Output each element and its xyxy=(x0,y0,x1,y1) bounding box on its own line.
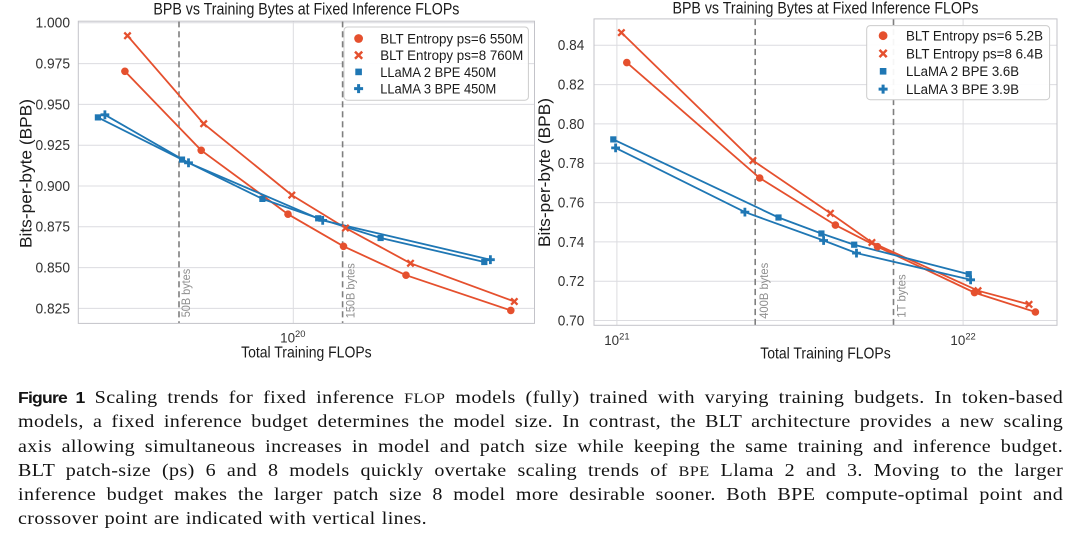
svg-text:0.78: 0.78 xyxy=(558,156,585,172)
svg-text:0.950: 0.950 xyxy=(36,97,71,113)
svg-text:0.72: 0.72 xyxy=(558,274,585,290)
svg-text:1021: 1021 xyxy=(604,330,629,348)
svg-text:0.850: 0.850 xyxy=(36,261,71,277)
svg-text:BLT Entropy ps=8 760M: BLT Entropy ps=8 760M xyxy=(380,48,523,64)
svg-text:LLaMA 2 BPE 450M: LLaMA 2 BPE 450M xyxy=(380,65,496,81)
svg-text:0.900: 0.900 xyxy=(36,179,71,195)
svg-text:BLT Entropy ps=8 6.4B: BLT Entropy ps=8 6.4B xyxy=(906,46,1043,62)
svg-text:Bits-per-byte (BPB): Bits-per-byte (BPB) xyxy=(536,98,554,247)
svg-text:Total Training FLOPs: Total Training FLOPs xyxy=(760,345,891,362)
svg-text:LLaMA 3 BPE 450M: LLaMA 3 BPE 450M xyxy=(380,82,496,98)
svg-text:BPB vs Training Bytes at Fixed: BPB vs Training Bytes at Fixed Inference… xyxy=(673,0,979,17)
svg-text:BLT Entropy ps=6 550M: BLT Entropy ps=6 550M xyxy=(380,31,523,47)
svg-text:LLaMA 3 BPE 3.9B: LLaMA 3 BPE 3.9B xyxy=(906,82,1019,98)
svg-text:50B bytes: 50B bytes xyxy=(179,269,193,318)
svg-text:0.975: 0.975 xyxy=(36,57,71,73)
svg-text:Bits-per-byte (BPB): Bits-per-byte (BPB) xyxy=(17,99,35,248)
svg-text:0.84: 0.84 xyxy=(558,38,585,54)
svg-text:0.80: 0.80 xyxy=(558,117,585,133)
svg-text:LLaMA 2 BPE 3.6B: LLaMA 2 BPE 3.6B xyxy=(906,64,1019,80)
svg-text:BPB vs Training Bytes at Fixed: BPB vs Training Bytes at Fixed Inference… xyxy=(153,0,459,18)
svg-text:BLT Entropy ps=6 5.2B: BLT Entropy ps=6 5.2B xyxy=(906,29,1043,45)
svg-text:150B bytes: 150B bytes xyxy=(343,263,357,318)
svg-text:0.82: 0.82 xyxy=(558,78,585,94)
svg-text:0.70: 0.70 xyxy=(558,313,585,329)
svg-text:400B bytes: 400B bytes xyxy=(757,263,771,319)
svg-text:0.76: 0.76 xyxy=(558,196,585,212)
svg-text:0.74: 0.74 xyxy=(558,235,585,251)
svg-text:0.925: 0.925 xyxy=(36,138,71,154)
svg-text:1.000: 1.000 xyxy=(36,16,71,32)
svg-text:0.875: 0.875 xyxy=(36,220,71,236)
svg-text:1T bytes: 1T bytes xyxy=(894,274,908,318)
svg-text:0.825: 0.825 xyxy=(36,301,71,317)
svg-text:Total Training FLOPs: Total Training FLOPs xyxy=(241,344,372,361)
svg-text:1022: 1022 xyxy=(950,330,975,348)
svg-text:1020: 1020 xyxy=(280,328,305,346)
